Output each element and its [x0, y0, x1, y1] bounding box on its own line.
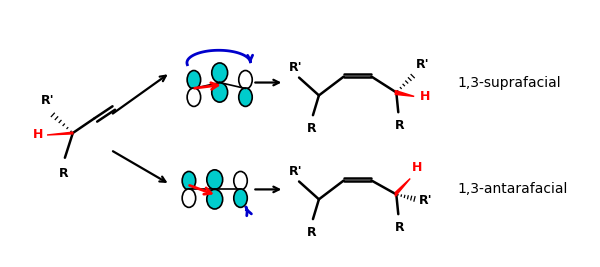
- Text: R': R': [289, 61, 303, 74]
- Ellipse shape: [239, 70, 252, 89]
- Text: H: H: [412, 160, 422, 174]
- Text: R: R: [394, 119, 404, 132]
- Text: R': R': [41, 94, 55, 107]
- Ellipse shape: [212, 63, 227, 83]
- Text: 1,3-antarafacial: 1,3-antarafacial: [458, 182, 568, 197]
- Ellipse shape: [182, 189, 196, 207]
- Text: 1,3-suprafacial: 1,3-suprafacial: [458, 76, 562, 89]
- Ellipse shape: [234, 171, 247, 190]
- Text: H: H: [420, 90, 430, 103]
- Text: R': R': [419, 194, 433, 207]
- Ellipse shape: [187, 88, 200, 107]
- Polygon shape: [47, 132, 73, 135]
- Ellipse shape: [212, 83, 227, 102]
- Text: R: R: [307, 122, 317, 135]
- Text: H: H: [33, 128, 43, 142]
- Ellipse shape: [187, 70, 200, 89]
- Ellipse shape: [234, 189, 247, 207]
- Text: R: R: [394, 221, 404, 234]
- Ellipse shape: [207, 189, 223, 209]
- Ellipse shape: [182, 171, 196, 190]
- Ellipse shape: [239, 88, 252, 107]
- Text: R': R': [289, 164, 303, 178]
- Polygon shape: [395, 179, 410, 196]
- Ellipse shape: [207, 170, 223, 189]
- Polygon shape: [395, 91, 414, 96]
- Text: R': R': [416, 58, 430, 71]
- Text: R: R: [307, 226, 317, 239]
- Text: R: R: [59, 167, 69, 180]
